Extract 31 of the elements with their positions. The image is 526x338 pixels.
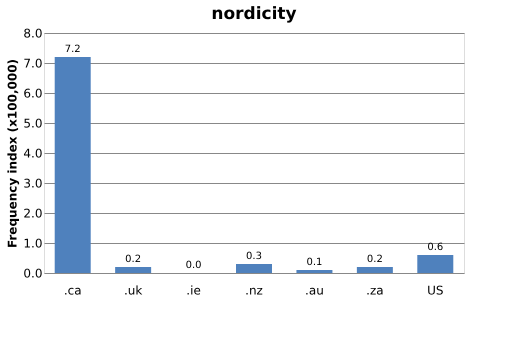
bar bbox=[54, 57, 91, 273]
x-tick-label: .au bbox=[305, 284, 324, 298]
y-tick-label: 3.0 bbox=[23, 176, 42, 190]
x-tick-label: US bbox=[427, 284, 444, 298]
x-tick-label: .ca bbox=[64, 284, 82, 298]
y-tick-label: 7.0 bbox=[23, 56, 42, 70]
bar bbox=[417, 255, 454, 273]
data-label: 0.1 bbox=[306, 257, 322, 268]
y-tick-label: 4.0 bbox=[23, 146, 42, 160]
y-tick-label: 6.0 bbox=[23, 86, 42, 100]
bar bbox=[296, 270, 332, 273]
data-label: 7.2 bbox=[64, 44, 81, 55]
x-tick-label: .za bbox=[366, 284, 384, 298]
chart-title: nordicity bbox=[211, 4, 297, 24]
y-tick-label: 5.0 bbox=[23, 116, 42, 130]
data-label: 0.6 bbox=[427, 242, 444, 253]
x-tick-label: .uk bbox=[124, 284, 142, 298]
data-label: 0.0 bbox=[186, 260, 202, 271]
y-tick-label: 1.0 bbox=[23, 236, 42, 250]
bar bbox=[115, 267, 152, 273]
y-tick-label: 2.0 bbox=[23, 206, 42, 220]
data-label: 0.2 bbox=[366, 254, 383, 265]
y-tick-label: 0.0 bbox=[23, 266, 42, 280]
data-label: 0.3 bbox=[246, 251, 262, 262]
y-axis-title: Frequency index (x100,000) bbox=[5, 58, 20, 248]
y-tick-label: 8.0 bbox=[23, 26, 42, 40]
bar bbox=[236, 264, 272, 273]
bar bbox=[356, 267, 393, 273]
x-tick-label: .nz bbox=[245, 284, 263, 298]
x-tick-label: .ie bbox=[186, 284, 201, 298]
data-label: 0.2 bbox=[125, 254, 142, 265]
